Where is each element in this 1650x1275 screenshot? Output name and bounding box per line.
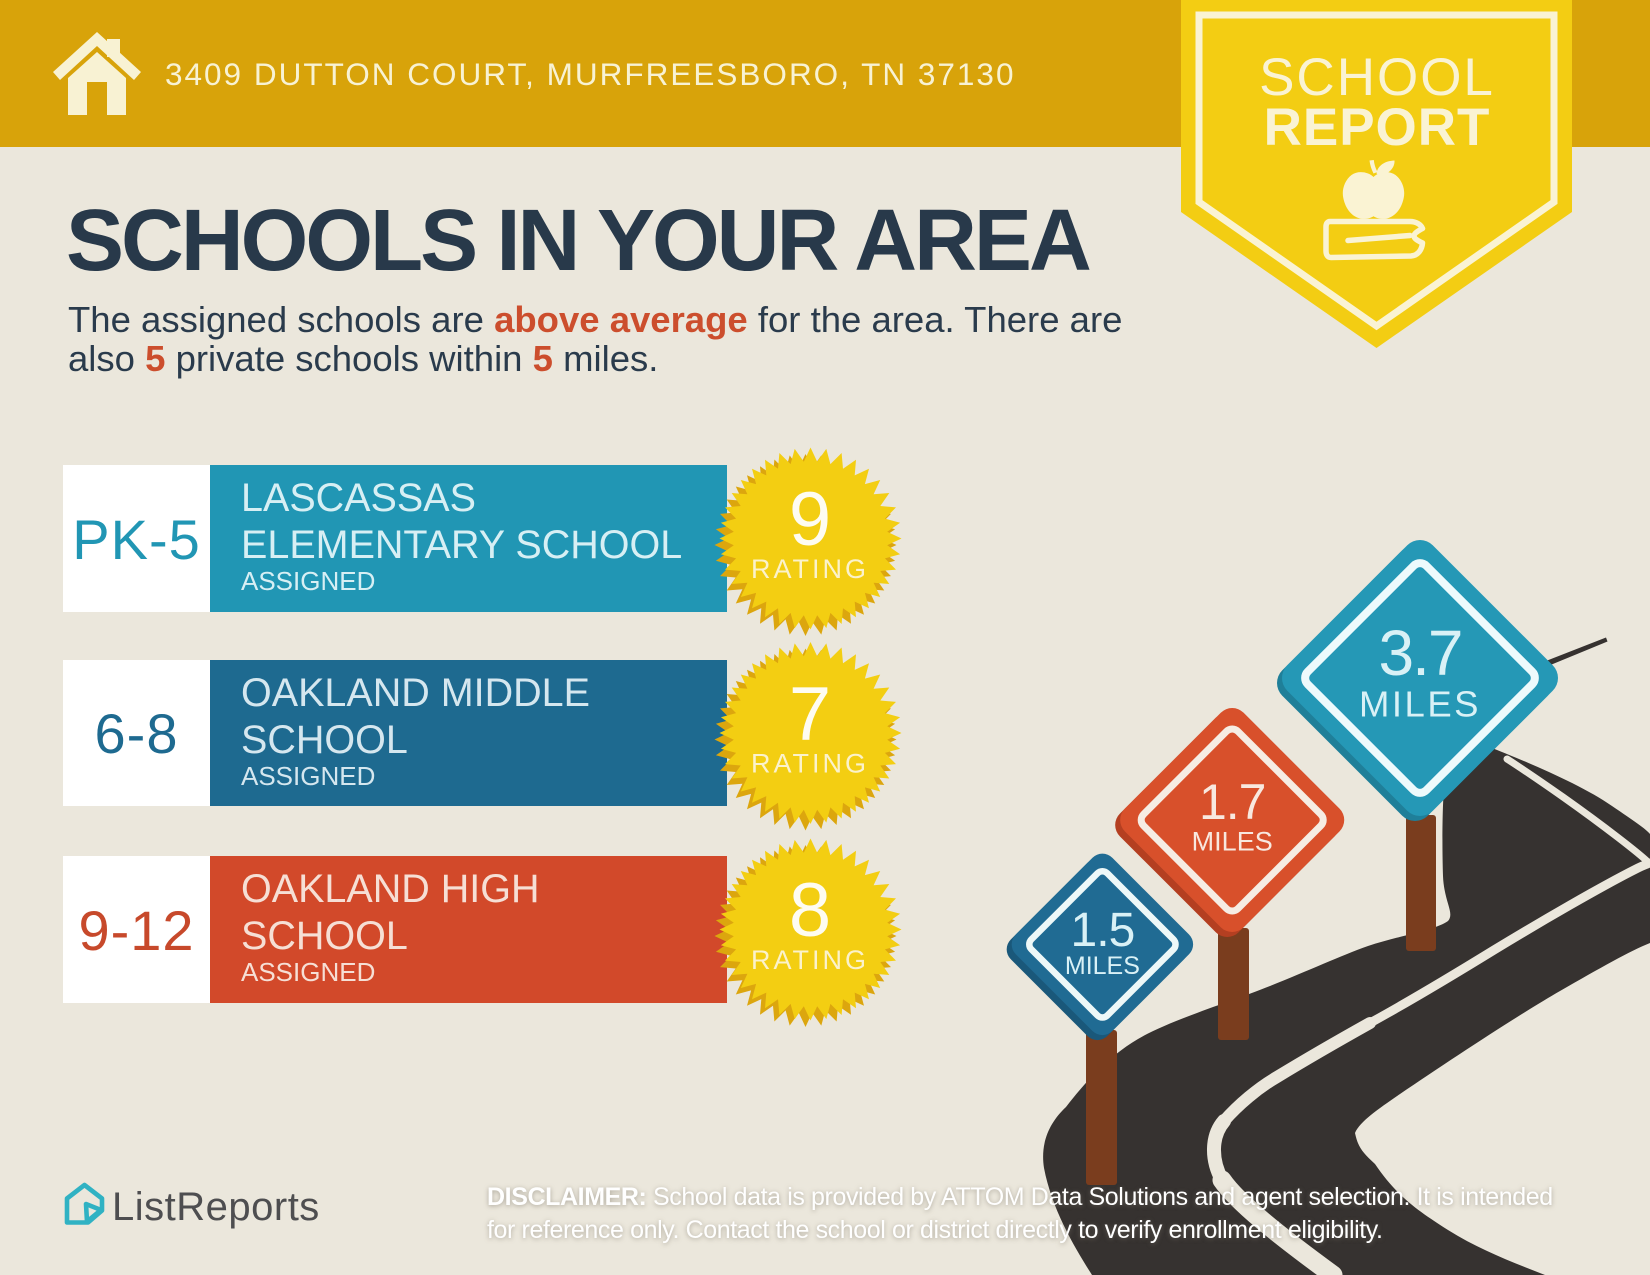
svg-text:9: 9 [789,477,831,562]
svg-text:RATING: RATING [751,749,869,779]
svg-text:1.7: 1.7 [1199,774,1266,830]
svg-text:3.7: 3.7 [1379,617,1462,689]
svg-text:MILES: MILES [1359,683,1481,724]
svg-text:RATING: RATING [751,554,869,584]
svg-text:MILES: MILES [1192,827,1273,857]
svg-text:MILES: MILES [1065,952,1140,980]
svg-text:REPORT: REPORT [1264,98,1491,157]
svg-text:8: 8 [789,868,831,953]
svg-text:1.5: 1.5 [1071,904,1135,957]
svg-text:7: 7 [789,672,831,757]
svg-text:RATING: RATING [751,945,869,975]
svg-text:SCHOOL: SCHOOL [1259,48,1495,107]
